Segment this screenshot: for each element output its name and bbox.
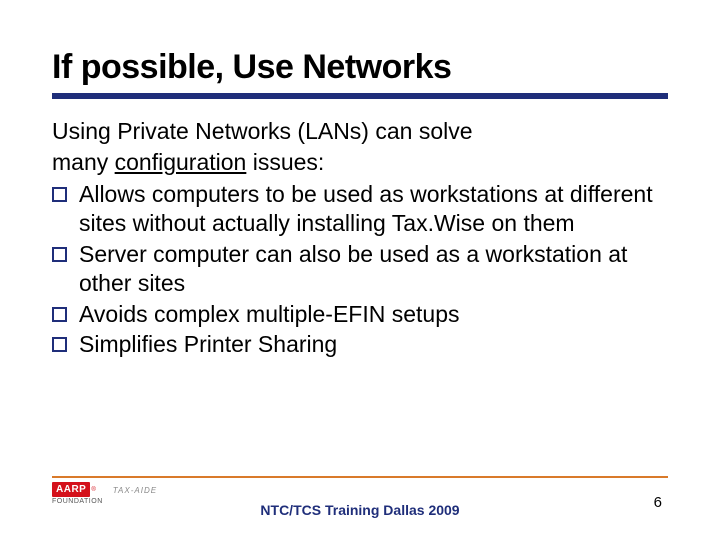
intro-underlined: configuration [115, 149, 247, 175]
checkbox-icon [52, 247, 67, 262]
list-item: Server computer can also be used as a wo… [52, 240, 668, 299]
slide-title: If possible, Use Networks [52, 48, 668, 87]
footer-divider [52, 476, 668, 478]
footer-logo: AARP ® FOUNDATION TAX-AIDE [52, 482, 157, 505]
aarp-logo-block: AARP ® FOUNDATION [52, 482, 103, 505]
list-item: Simplifies Printer Sharing [52, 330, 668, 359]
registered-icon: ® [91, 487, 95, 493]
aarp-mark: AARP [52, 482, 90, 497]
page-number: 6 [654, 494, 662, 511]
bullet-text: Simplifies Printer Sharing [79, 330, 668, 359]
intro-pre: many [52, 149, 115, 175]
bullet-list: Allows computers to be used as workstati… [52, 180, 668, 360]
bullet-text: Allows computers to be used as workstati… [79, 180, 668, 239]
intro-line-2: many configuration issues: [52, 148, 668, 177]
slide-container: If possible, Use Networks Using Private … [0, 0, 720, 360]
foundation-label: FOUNDATION [52, 498, 103, 505]
checkbox-icon [52, 337, 67, 352]
bullet-text: Server computer can also be used as a wo… [79, 240, 668, 299]
bullet-text: Avoids complex multiple-EFIN setups [79, 300, 668, 329]
taxaide-label: TAX-AIDE [113, 486, 157, 495]
checkbox-icon [52, 187, 67, 202]
checkbox-icon [52, 307, 67, 322]
list-item: Allows computers to be used as workstati… [52, 180, 668, 239]
aarp-logo: AARP ® [52, 482, 103, 497]
title-divider [52, 93, 668, 99]
list-item: Avoids complex multiple-EFIN setups [52, 300, 668, 329]
intro-line-1: Using Private Networks (LANs) can solve [52, 117, 668, 146]
intro-post: issues: [246, 149, 324, 175]
footer-caption: NTC/TCS Training Dallas 2009 [260, 502, 459, 518]
